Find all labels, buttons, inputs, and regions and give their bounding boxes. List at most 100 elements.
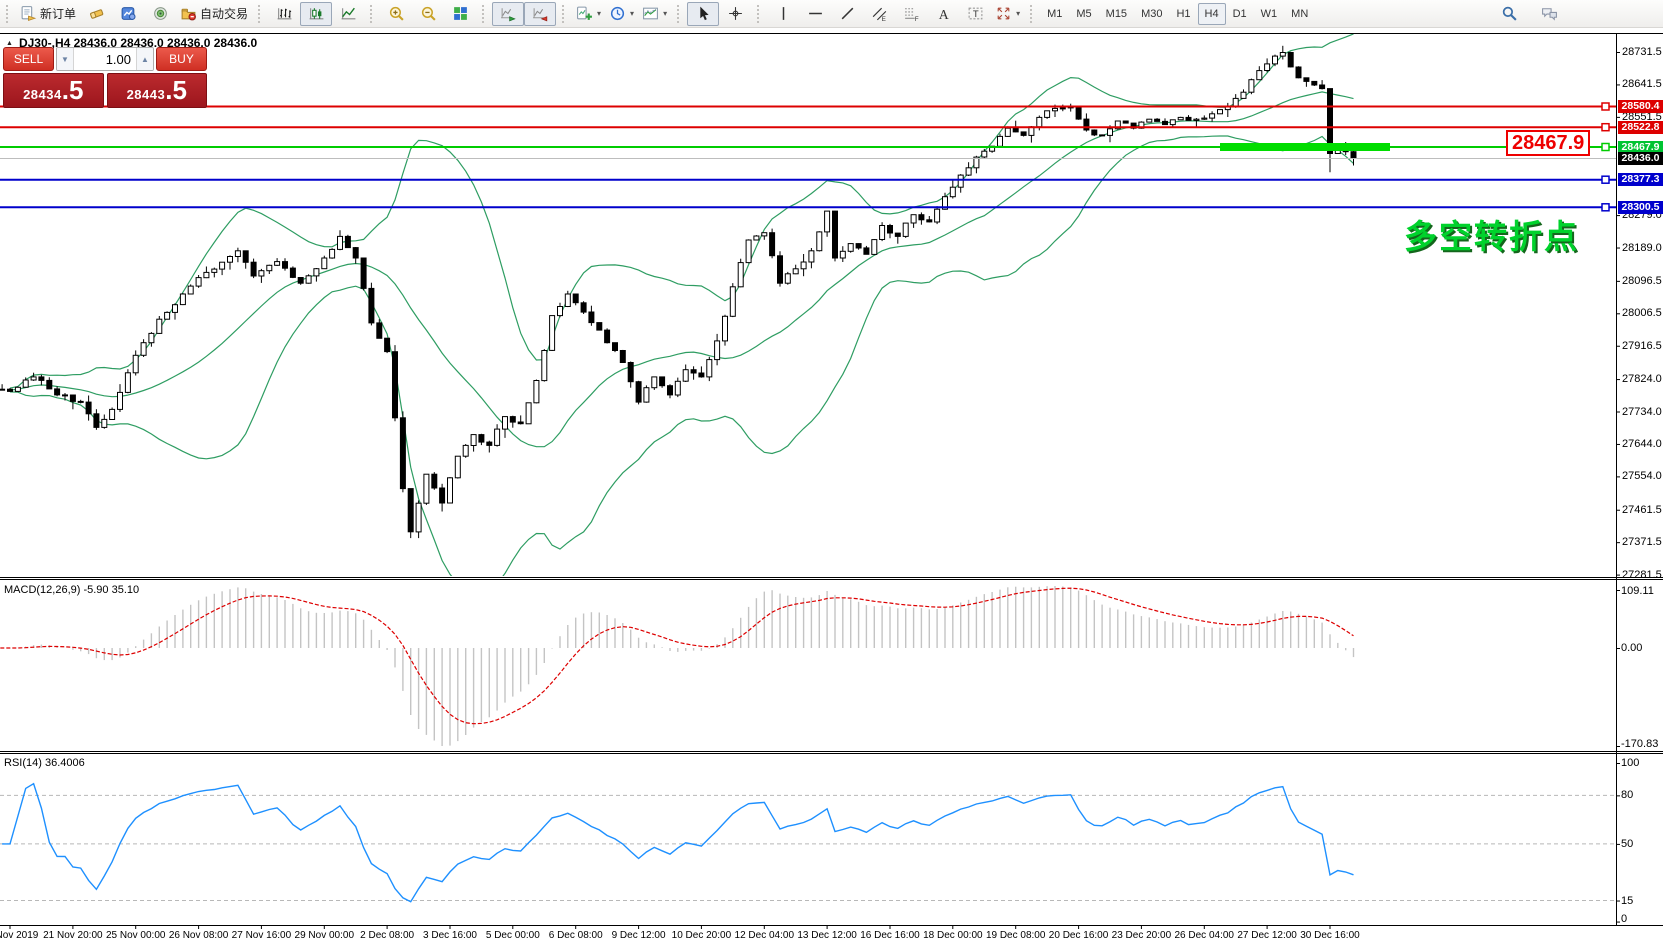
candle[interactable]: [1162, 120, 1168, 126]
candle[interactable]: [942, 196, 948, 210]
candle[interactable]: [431, 473, 438, 489]
candle[interactable]: [203, 271, 210, 279]
rsi-pane[interactable]: [0, 755, 1616, 924]
candle[interactable]: [619, 350, 626, 363]
candle[interactable]: [808, 250, 815, 263]
candle[interactable]: [769, 232, 776, 257]
candle[interactable]: [1059, 107, 1066, 110]
candle[interactable]: [486, 441, 493, 446]
candle[interactable]: [1107, 128, 1113, 136]
candle[interactable]: [784, 273, 791, 284]
chat-button[interactable]: [1533, 2, 1565, 26]
candle[interactable]: [1295, 66, 1302, 79]
candle[interactable]: [800, 261, 807, 270]
timeframe-button-m30[interactable]: M30: [1141, 7, 1163, 20]
candle[interactable]: [77, 400, 84, 403]
candle[interactable]: [329, 248, 336, 259]
candle[interactable]: [447, 477, 453, 504]
timeframe-button-m15[interactable]: M15: [1105, 7, 1128, 20]
candle[interactable]: [1177, 116, 1184, 121]
candle[interactable]: [509, 416, 516, 423]
candle[interactable]: [627, 362, 634, 383]
candle[interactable]: [596, 322, 603, 331]
news-button[interactable]: [144, 2, 176, 26]
candle[interactable]: [1201, 117, 1208, 120]
candle[interactable]: [1287, 52, 1294, 68]
candle[interactable]: [1044, 110, 1051, 118]
candle[interactable]: [399, 417, 406, 490]
timeframe-button-m1[interactable]: M1: [1047, 7, 1063, 20]
candle[interactable]: [242, 250, 249, 263]
candle[interactable]: [164, 311, 171, 320]
candle[interactable]: [651, 376, 658, 389]
candle[interactable]: [313, 268, 320, 277]
candle[interactable]: [85, 401, 92, 415]
candle[interactable]: [729, 286, 736, 317]
candle[interactable]: [124, 372, 131, 393]
search-button[interactable]: [1493, 2, 1525, 26]
cursor-button[interactable]: [687, 1, 720, 26]
candle[interactable]: [38, 376, 45, 381]
candle[interactable]: [839, 250, 846, 259]
support-highlight-bar[interactable]: [1220, 143, 1390, 151]
line-chart-button[interactable]: [332, 2, 364, 26]
auto-trading-button[interactable]: 自动交易: [176, 2, 252, 26]
candle[interactable]: [1264, 63, 1271, 72]
candle[interactable]: [533, 380, 540, 404]
candle[interactable]: [887, 225, 893, 234]
candle[interactable]: [871, 239, 878, 255]
candle[interactable]: [863, 247, 870, 255]
candle[interactable]: [1146, 118, 1153, 123]
candle[interactable]: [1327, 88, 1333, 154]
line-anchor-marker[interactable]: [1601, 203, 1610, 212]
candle[interactable]: [753, 235, 760, 241]
candle[interactable]: [22, 379, 29, 388]
price-chart-pane[interactable]: [0, 34, 1616, 576]
candle[interactable]: [101, 418, 108, 428]
candle[interactable]: [517, 421, 524, 425]
candle[interactable]: [792, 268, 799, 275]
eraser-button[interactable]: [80, 2, 112, 26]
candle[interactable]: [1052, 107, 1058, 112]
bollinger-upper-band[interactable]: [9, 34, 1354, 389]
candle[interactable]: [761, 232, 768, 237]
candle[interactable]: [957, 174, 964, 188]
candle[interactable]: [454, 455, 461, 479]
candle[interactable]: [1303, 77, 1310, 82]
volume-value[interactable]: 1.00: [105, 51, 131, 67]
candle[interactable]: [360, 257, 367, 289]
candle[interactable]: [172, 304, 178, 313]
zoom-out-button[interactable]: [412, 2, 444, 26]
candle[interactable]: [777, 255, 783, 284]
turning-point-annotation[interactable]: 多空转折点: [1404, 218, 1579, 255]
candle[interactable]: [816, 231, 823, 252]
chevron-down-icon[interactable]: ▾: [597, 9, 602, 18]
timeframe-button-h1[interactable]: H1: [1176, 7, 1191, 20]
candle[interactable]: [132, 354, 139, 374]
candle[interactable]: [949, 186, 956, 198]
candle[interactable]: [572, 293, 579, 304]
candle[interactable]: [1091, 129, 1098, 136]
sell-price-button[interactable]: 28434 .5: [3, 73, 104, 108]
zoom-in-button[interactable]: [380, 2, 412, 26]
macd-signal-line[interactable]: [0, 587, 1354, 725]
candle[interactable]: [69, 394, 76, 402]
chevron-down-icon[interactable]: ▾: [630, 9, 635, 18]
candle[interactable]: [337, 235, 343, 250]
candle[interactable]: [1248, 79, 1255, 93]
candle[interactable]: [1193, 118, 1200, 121]
bollinger-lower-band[interactable]: [9, 135, 1354, 594]
candle[interactable]: [219, 261, 226, 270]
candle[interactable]: [195, 277, 202, 287]
candle[interactable]: [140, 342, 147, 356]
templates-button[interactable]: ▾: [638, 2, 671, 26]
candle[interactable]: [478, 434, 485, 443]
line-anchor-marker[interactable]: [1601, 102, 1610, 111]
candle[interactable]: [588, 311, 595, 324]
candle[interactable]: [352, 247, 359, 259]
channel-button[interactable]: E: [863, 2, 895, 26]
candle[interactable]: [439, 487, 446, 504]
candle[interactable]: [502, 416, 508, 430]
collapse-panel-icon[interactable]: ▲: [6, 39, 13, 47]
chart-shift-button[interactable]: [524, 1, 557, 26]
